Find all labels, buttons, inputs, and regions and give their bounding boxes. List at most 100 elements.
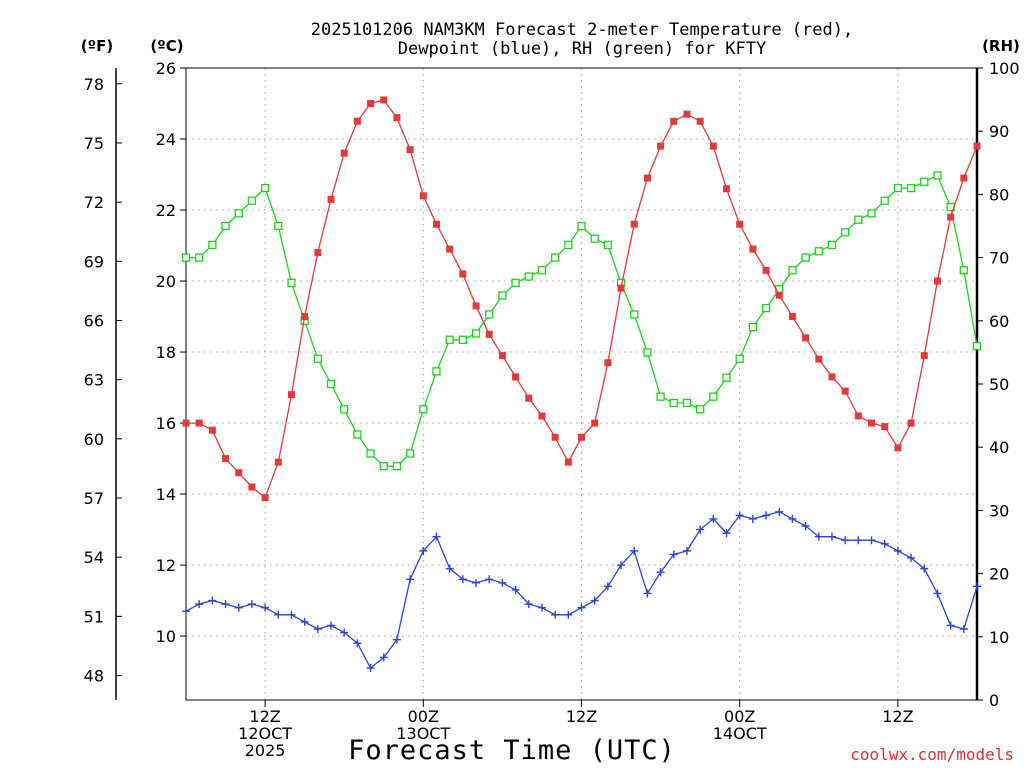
- temperature-point: [907, 419, 915, 427]
- fahrenheit-tick-label: 75: [84, 134, 104, 153]
- temperature-point: [274, 458, 282, 466]
- temperature-point: [868, 419, 876, 427]
- rh-point: [761, 304, 771, 313]
- temperature-point: [393, 114, 401, 122]
- dewpoint-point: [182, 607, 190, 616]
- rh-point: [419, 405, 428, 414]
- dewpoint-point: [485, 575, 494, 584]
- rh-point: [274, 221, 283, 231]
- rh-point: [577, 221, 586, 231]
- dewpoint-point: [261, 603, 270, 612]
- dewpoint-point: [195, 600, 204, 609]
- dewpoint-point: [643, 589, 652, 598]
- rh-point: [485, 310, 494, 319]
- dewpoint-point: [762, 511, 771, 520]
- temperature-point: [498, 352, 506, 360]
- x-tick-label: 2025: [245, 741, 286, 760]
- rh-point: [682, 398, 692, 408]
- temperature-point: [775, 291, 783, 299]
- fahrenheit-tick-label: 69: [84, 252, 104, 271]
- temperature-point: [802, 334, 810, 342]
- rh-point: [498, 291, 507, 300]
- temperature-point: [551, 433, 559, 441]
- dewpoint-point: [603, 582, 612, 591]
- rh-point: [590, 234, 599, 243]
- rh-point: [893, 183, 903, 193]
- temperature-point: [235, 469, 243, 477]
- rh-point: [326, 379, 336, 389]
- temperature-point: [736, 220, 744, 228]
- dewpoint-point: [682, 546, 691, 555]
- temperature-point: [815, 355, 823, 363]
- rh-point: [696, 405, 705, 414]
- rh-axis-unit: (RH): [982, 37, 1020, 55]
- temperature-point: [512, 373, 520, 381]
- temperature-point: [630, 220, 638, 228]
- rh-point: [748, 322, 758, 332]
- rh-point: [722, 373, 731, 382]
- dewpoint-point: [696, 525, 705, 534]
- rh-point: [511, 278, 520, 288]
- tick-labels: 10 12 14 16 18 20 22 24 26 48 51 54 57 60 63 66 69 72 75 78…: [84, 59, 1020, 760]
- rh-point: [208, 240, 217, 250]
- x-axis-label: Forecast Time (UTC): [348, 735, 676, 766]
- rh-point: [366, 449, 375, 458]
- dewpoint-point: [722, 529, 731, 538]
- rh-point: [353, 430, 362, 439]
- rh-point: [906, 183, 916, 193]
- celsius-tick-label: 26: [156, 59, 176, 78]
- dewpoint-point: [630, 546, 639, 555]
- dewpoint-point: [472, 578, 481, 587]
- rh-series: [181, 171, 982, 471]
- temperature-point: [301, 313, 309, 321]
- x-tick-label: 12Z: [882, 707, 913, 726]
- dewpoint-point: [419, 546, 428, 555]
- dewpoint-point: [814, 532, 823, 541]
- dewpoint-point: [801, 522, 810, 531]
- rh-point: [854, 215, 863, 224]
- dewpoint-point: [445, 564, 454, 573]
- temperature-point: [353, 117, 361, 125]
- rh-point: [471, 329, 481, 338]
- temperature-point: [406, 146, 414, 154]
- dewpoint-point: [973, 582, 981, 591]
- dewpoint-point: [498, 578, 507, 587]
- rh-point: [247, 196, 257, 205]
- rh-point: [880, 196, 889, 205]
- rh-point: [603, 240, 613, 250]
- rh-point: [260, 183, 270, 193]
- celsius-tick-label: 16: [156, 414, 176, 433]
- rh-point: [313, 354, 322, 363]
- dewpoint-point: [234, 603, 243, 612]
- x-tick-label: 14OCT: [713, 724, 767, 743]
- rh-tick-label: 50: [989, 375, 1009, 394]
- x-tick-label: 00Z: [408, 707, 439, 726]
- rh-point: [564, 240, 573, 250]
- celsius-tick-label: 18: [156, 343, 176, 362]
- dewpoint-point: [656, 568, 665, 577]
- rh-point: [669, 398, 678, 408]
- fahrenheit-tick-label: 72: [84, 193, 104, 212]
- celsius-tick-label: 20: [156, 272, 176, 291]
- dewpoint-point: [432, 532, 441, 541]
- dewpoint-point: [551, 610, 560, 619]
- x-tick-label: 12OCT: [238, 724, 292, 743]
- dewpoint-point: [274, 610, 283, 619]
- rh-tick-label: 70: [989, 249, 1009, 268]
- rh-tick-label: 40: [989, 438, 1009, 457]
- rh-point: [933, 171, 942, 180]
- rh-point: [221, 221, 230, 231]
- temperature-point: [367, 100, 375, 108]
- temperature-point: [933, 277, 941, 285]
- rh-point: [972, 341, 982, 351]
- dewpoint-point: [775, 507, 784, 516]
- temperature-point: [248, 483, 256, 491]
- temperature-point: [894, 444, 902, 452]
- dewpoint-point: [788, 514, 797, 523]
- dewpoint-point: [300, 617, 309, 626]
- rh-point: [656, 392, 665, 401]
- rh-point: [801, 253, 810, 262]
- dewpoint-point: [933, 589, 942, 598]
- dewpoint-point: [880, 539, 889, 548]
- rh-tick-label: 30: [989, 501, 1009, 520]
